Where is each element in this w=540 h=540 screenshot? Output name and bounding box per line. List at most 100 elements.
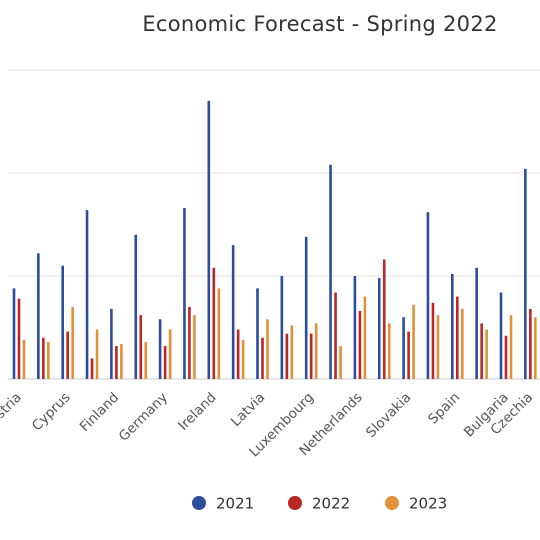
legend[interactable]: 2021 2022 2023 (192, 495, 447, 513)
legend-item-2022[interactable]: 2022 (288, 495, 350, 513)
bar-greece-2021[interactable] (183, 208, 186, 379)
bar-spain-2022[interactable] (456, 296, 459, 379)
bar-bulgaria-2022[interactable] (504, 335, 508, 379)
bar-slovenia-2023[interactable] (436, 315, 440, 379)
bar-portugal-2023[interactable] (387, 323, 391, 379)
bar-ireland-2022[interactable] (212, 267, 216, 379)
bar-group-greece (183, 208, 196, 379)
legend-item-2021[interactable]: 2021 (192, 495, 254, 513)
bar-czechia-2022[interactable] (529, 308, 532, 379)
bar-lithuania-2023[interactable] (290, 325, 294, 379)
bar-croatia-2022[interactable] (480, 323, 483, 379)
bar-group-spain (451, 273, 464, 379)
bar-italy-2021[interactable] (231, 245, 235, 379)
bar-belgium-2023[interactable] (47, 341, 50, 379)
bar-netherlands-2023[interactable] (363, 296, 367, 379)
bar-group-malta (329, 164, 342, 379)
bar-group-luxembourg (304, 236, 318, 379)
bar-greece-2023[interactable] (193, 315, 196, 379)
bar-portugal-2022[interactable] (382, 259, 386, 379)
bar-group-france (134, 234, 148, 379)
bar-spain-2023[interactable] (461, 308, 464, 379)
legend-item-2023[interactable]: 2023 (385, 495, 447, 513)
bar-group-belgium (37, 253, 50, 379)
x-tick-label: Slovakia (363, 390, 414, 441)
bar-group-germany (158, 319, 172, 379)
bar-netherlands-2021[interactable] (353, 276, 357, 379)
bar-netherlands-2022[interactable] (358, 311, 362, 379)
bar-spain-2021[interactable] (451, 273, 454, 379)
bar-group-austria (12, 288, 26, 379)
bar-malta-2022[interactable] (334, 292, 337, 379)
bar-cyprus-2022[interactable] (66, 331, 69, 379)
bar-croatia-2021[interactable] (475, 267, 478, 379)
bar-lithuania-2022[interactable] (285, 333, 289, 379)
bar-czechia-2021[interactable] (524, 168, 527, 379)
bar-slovakia-2021[interactable] (402, 317, 405, 379)
bar-group-croatia (475, 267, 488, 379)
bar-group-cyprus (61, 265, 74, 379)
bar-belgium-2021[interactable] (37, 253, 40, 379)
bar-finland-2021[interactable] (110, 308, 113, 379)
bar-germany-2021[interactable] (158, 319, 162, 379)
bar-estonia-2022[interactable] (90, 358, 94, 379)
bar-group-czechia (524, 168, 537, 379)
x-tick-label: Finland (77, 390, 122, 435)
bar-italy-2023[interactable] (241, 339, 245, 379)
bar-france-2023[interactable] (144, 341, 148, 379)
bar-latvia-2021[interactable] (256, 288, 259, 379)
legend-marker (192, 496, 206, 510)
bar-group-slovakia (402, 304, 415, 379)
bar-slovakia-2023[interactable] (412, 304, 415, 379)
bar-latvia-2022[interactable] (261, 337, 264, 379)
bar-germany-2022[interactable] (163, 346, 167, 379)
bar-germany-2023[interactable] (168, 329, 172, 379)
bar-france-2022[interactable] (139, 315, 143, 379)
bar-cyprus-2021[interactable] (61, 265, 64, 379)
bar-finland-2023[interactable] (120, 343, 123, 379)
bar-slovakia-2022[interactable] (407, 331, 410, 379)
bar-estonia-2021[interactable] (85, 210, 89, 379)
chart-title: Economic Forecast - Spring 2022 (142, 12, 497, 36)
bar-malta-2023[interactable] (339, 346, 342, 379)
bar-greece-2022[interactable] (188, 306, 191, 379)
bar-slovenia-2022[interactable] (431, 302, 435, 379)
bar-austria-2022[interactable] (17, 298, 21, 379)
x-tick-label: Latvia (228, 390, 268, 430)
bar-luxembourg-2023[interactable] (314, 323, 318, 379)
bar-italy-2022[interactable] (236, 329, 240, 379)
bars (12, 100, 537, 380)
bar-cyprus-2023[interactable] (71, 306, 74, 379)
bar-austria-2023[interactable] (22, 339, 26, 379)
x-tick-label: Ireland (175, 390, 219, 434)
x-tick-label: Spain (425, 390, 463, 428)
bar-finland-2022[interactable] (115, 346, 118, 379)
legend-label: 2022 (312, 495, 350, 513)
bar-portugal-2021[interactable] (377, 278, 381, 379)
bar-luxembourg-2021[interactable] (304, 236, 308, 379)
bar-austria-2021[interactable] (12, 288, 16, 379)
bar-group-estonia (85, 210, 99, 379)
bar-group-italy (231, 245, 245, 379)
bar-ireland-2023[interactable] (217, 288, 221, 379)
bar-lithuania-2021[interactable] (280, 276, 284, 379)
legend-label: 2021 (216, 495, 254, 513)
bar-croatia-2023[interactable] (485, 329, 488, 379)
bar-france-2021[interactable] (134, 234, 138, 379)
bar-bulgaria-2023[interactable] (509, 315, 513, 379)
bar-malta-2021[interactable] (329, 164, 332, 379)
legend-marker (288, 496, 302, 510)
bar-group-portugal (377, 259, 391, 379)
bar-slovenia-2021[interactable] (426, 212, 430, 379)
bar-group-ireland (207, 100, 221, 380)
bar-latvia-2023[interactable] (266, 319, 269, 379)
bar-bulgaria-2021[interactable] (499, 292, 503, 379)
bar-luxembourg-2022[interactable] (309, 333, 313, 379)
bar-ireland-2021[interactable] (207, 100, 211, 380)
x-tick-label: Cyprus (29, 390, 74, 435)
bar-estonia-2023[interactable] (95, 329, 99, 379)
bar-belgium-2022[interactable] (42, 337, 45, 379)
bar-czechia-2023[interactable] (534, 317, 537, 379)
bar-group-bulgaria (499, 292, 513, 379)
